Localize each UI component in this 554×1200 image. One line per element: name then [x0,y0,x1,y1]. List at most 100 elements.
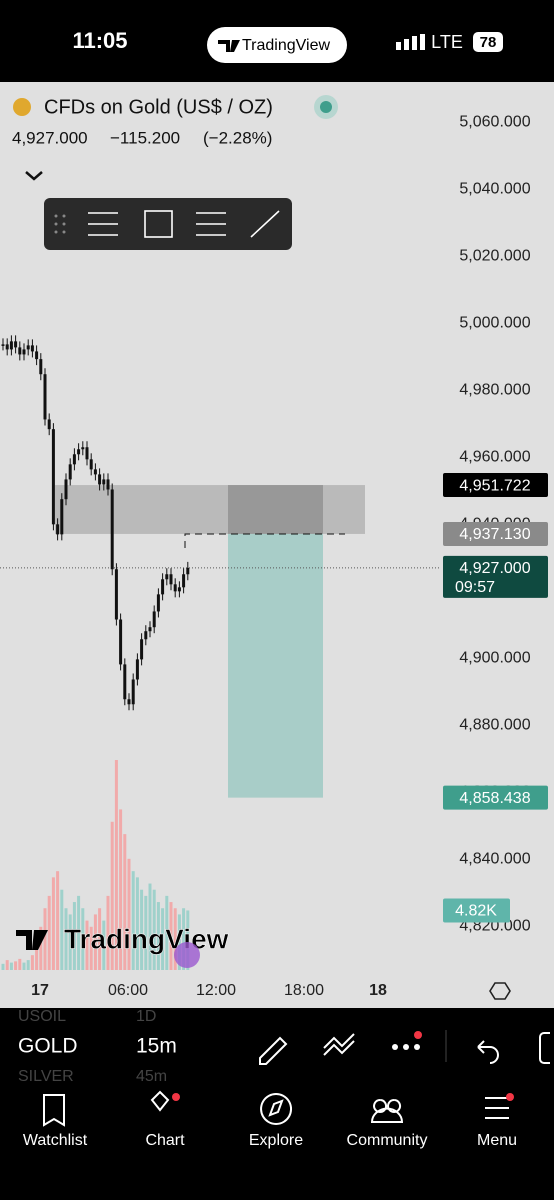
switcher-symbol[interactable]: USOIL [18,1008,66,1025]
volume-bar [9,962,13,970]
volume-bar [140,889,144,970]
tab-label[interactable]: Community [347,1132,428,1149]
price-tag-label: 4,951.722 [459,477,530,494]
volume-bar [1,963,5,970]
volume-tag-label: 4.82K [455,903,497,920]
candle [110,489,114,570]
battery [473,32,503,52]
candle [18,347,22,355]
candle [144,631,148,640]
candle [68,464,72,480]
candle [152,611,156,628]
tab-label[interactable]: Chart [145,1132,185,1149]
indicators-button[interactable] [323,1033,355,1056]
replay-icon[interactable] [174,942,200,968]
chart-actions [259,1032,550,1065]
more-options[interactable] [392,1044,420,1050]
collapse-button[interactable] [25,171,43,181]
volume-tag [443,898,510,923]
x-tick-label: 17 [31,982,49,999]
volume-bar [39,926,43,970]
tool-fib[interactable] [196,212,226,236]
last-price: 4,927.000 [12,128,88,147]
candle [98,474,102,485]
volume-bar [85,920,89,970]
more-button[interactable] [539,1032,550,1064]
notification-dot [172,1093,180,1101]
tab-icon[interactable] [485,1097,509,1119]
volume-bar [161,908,165,970]
volume-bar [68,914,72,970]
switcher-symbol[interactable]: SILVER [18,1068,74,1085]
candle [72,454,76,465]
y-tick-label: 4,880.000 [459,717,530,734]
candle [56,524,60,535]
switcher-interval[interactable]: 45m [136,1068,167,1085]
volume-bar [144,895,148,970]
candle [173,584,177,592]
candle [131,679,135,705]
volume-bar [18,958,22,970]
tab-label[interactable]: Explore [249,1132,303,1149]
candle [127,699,131,705]
tab-icon[interactable] [150,1090,170,1112]
candle [35,351,39,360]
candle [148,627,152,632]
watermark-logo [16,930,48,950]
settings-icon[interactable] [489,982,511,1000]
drawing-toolbar [44,198,292,250]
candle [81,447,85,450]
undo-button[interactable] [477,1040,499,1064]
candle [102,479,106,485]
candle [47,419,51,430]
y-tick-label: 5,000.000 [459,314,530,331]
tab-icon[interactable] [370,1099,404,1123]
draw-button[interactable] [259,1036,288,1065]
candle [177,587,181,592]
current-price-tag [443,555,548,598]
entry-line [184,533,345,548]
y-tick-label: 5,040.000 [459,180,530,197]
switcher-symbol[interactable]: GOLD [18,1035,78,1058]
volume-bar [72,902,76,970]
candle [43,374,47,420]
chart: 4,820.0004,840.0004,860.0004,880.0004,90… [0,113,548,1000]
candle [26,345,30,350]
candle [140,639,144,660]
switcher-interval[interactable]: 15m [136,1035,177,1058]
candle [1,344,5,346]
y-tick-label: 5,060.000 [459,113,530,130]
tab-icon[interactable] [43,1094,65,1127]
candle [119,619,123,665]
volume-bar [119,809,123,970]
candle [60,499,64,535]
volume-bar [77,895,81,970]
volume-bar [14,961,18,970]
volume-bar [60,889,64,970]
switcher-interval[interactable]: 1D [136,1008,156,1025]
volume-bar [98,908,102,970]
battery-level: 78 [480,34,497,51]
volume-bar [81,908,85,970]
candle [5,344,9,350]
volume-bar [35,939,39,970]
tab-label[interactable]: Watchlist [23,1132,88,1149]
candle [14,341,18,348]
price-change: −115.200 [110,128,180,147]
price-tag [443,785,548,810]
bottom-panel [0,1008,554,1200]
tool-trendline[interactable] [250,210,280,238]
symbol-name: CFDs on Gold (US$ / OZ) [44,96,273,118]
y-tick-label: 5,020.000 [459,247,530,264]
candle [77,449,81,455]
tab-icon[interactable] [260,1093,292,1125]
volume-bar [131,871,135,970]
tool-position[interactable] [88,212,118,236]
volume-bar [186,910,190,970]
volume-bar [26,960,30,970]
tool-rectangle[interactable] [144,210,173,238]
notification-dot [506,1093,514,1101]
bar-countdown: 09:57 [455,579,495,596]
x-tick-label: 12:00 [196,982,236,999]
tab-label[interactable]: Menu [477,1132,517,1149]
